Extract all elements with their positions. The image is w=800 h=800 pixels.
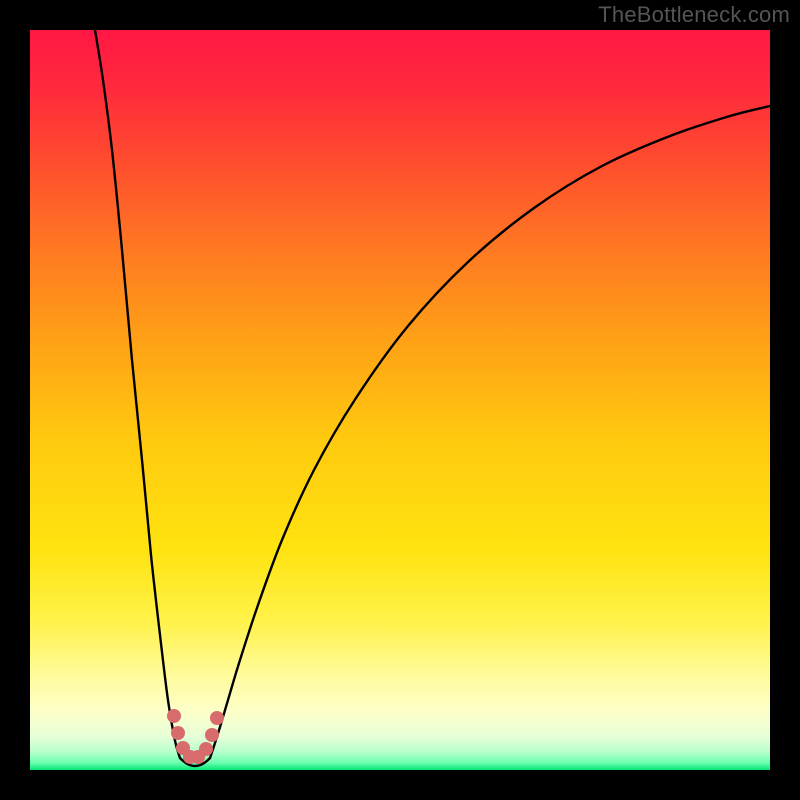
chart-svg [0, 0, 800, 800]
marker-dot [167, 709, 181, 723]
chart-root: TheBottleneck.com [0, 0, 800, 800]
marker-dot [210, 711, 224, 725]
marker-dot [205, 728, 219, 742]
marker-dot [171, 726, 185, 740]
watermark-text: TheBottleneck.com [598, 2, 790, 28]
marker-dot [199, 742, 213, 756]
